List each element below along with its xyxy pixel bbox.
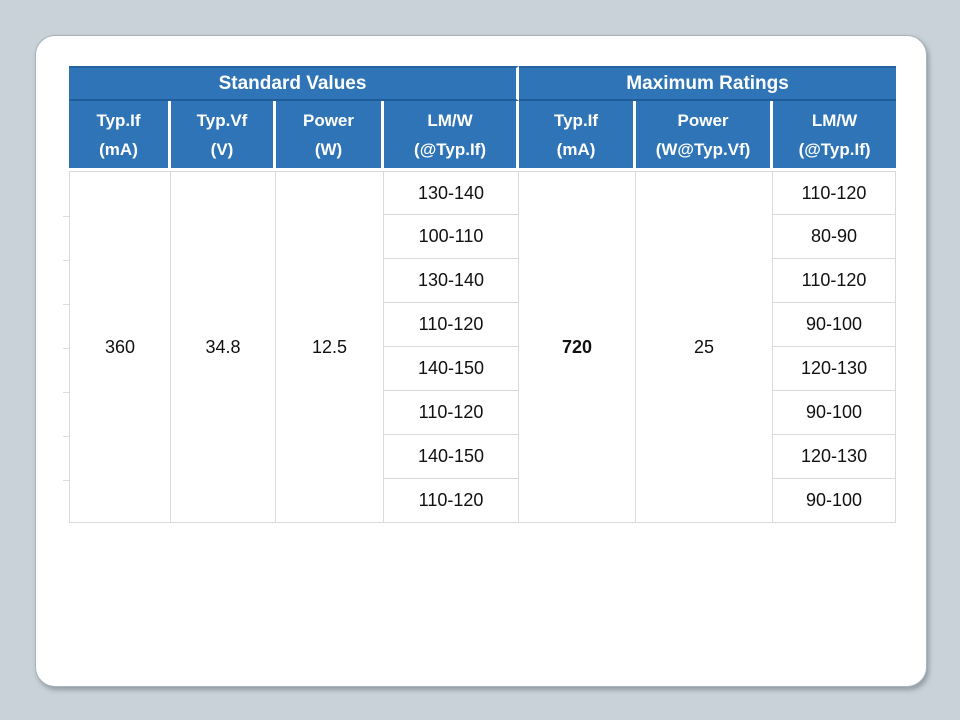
std-lmw-value: 110-120: [384, 391, 520, 435]
col-header-std-power: Power (W): [276, 101, 384, 171]
std-power-value: 12.5: [276, 171, 384, 523]
table-row: 100-110 80-90: [69, 215, 897, 259]
col-header-title: LM/W: [427, 110, 473, 130]
col-header-unit: (W@Typ.Vf): [655, 139, 751, 159]
table-row: 360 34.8 12.5 130-140 720 25 110-120: [69, 171, 897, 523]
row-divider-ticks: [63, 173, 69, 523]
content-card: Standard Values Maximum Ratings Typ.If (…: [35, 35, 927, 687]
col-header-std-typ-if: Typ.If (mA): [69, 101, 171, 171]
std-lmw-value: 130-140: [384, 171, 520, 215]
std-lmw-value: 110-120: [384, 303, 520, 347]
table-row: 110-120 90-100: [69, 303, 897, 347]
std-lmw-value: 130-140: [384, 259, 520, 303]
max-lmw-value: 90-100: [773, 391, 897, 435]
col-header-unit: (@Typ.If): [414, 139, 486, 159]
col-header-unit: (mA): [556, 139, 596, 159]
col-header-unit: (V): [210, 139, 234, 159]
max-lmw-value: 110-120: [773, 171, 897, 215]
spec-table: Standard Values Maximum Ratings Typ.If (…: [69, 66, 897, 523]
group-header-standard-values: Standard Values: [69, 66, 520, 101]
std-typ-if-value: 360: [69, 171, 171, 523]
column-header-row: Typ.If (mA) Typ.Vf (V) Power (W) LM/W (@…: [69, 101, 897, 171]
col-header-title: Power: [302, 110, 355, 130]
col-header-unit: (mA): [99, 139, 138, 159]
std-lmw-value: 140-150: [384, 435, 520, 479]
col-header-title: Power: [677, 110, 729, 130]
std-typ-vf-value: 34.8: [171, 171, 276, 523]
table-row: 110-120 90-100: [69, 479, 897, 523]
max-lmw-value: 90-100: [773, 479, 897, 523]
spec-table-container: Standard Values Maximum Ratings Typ.If (…: [63, 66, 897, 523]
std-lmw-value: 140-150: [384, 347, 520, 391]
max-lmw-value: 80-90: [773, 215, 897, 259]
col-header-title: Typ.If: [96, 110, 141, 130]
max-power-value: 25: [636, 171, 774, 523]
col-header-std-lmw: LM/W (@Typ.If): [384, 101, 520, 171]
col-header-max-lmw: LM/W (@Typ.If): [773, 101, 897, 171]
col-header-max-power: Power (W@Typ.Vf): [636, 101, 774, 171]
table-row: 130-140 110-120: [69, 259, 897, 303]
max-lmw-value: 90-100: [773, 303, 897, 347]
col-header-std-typ-vf: Typ.Vf (V): [171, 101, 276, 171]
col-header-title: Typ.If: [553, 110, 599, 130]
std-lmw-value: 100-110: [384, 215, 520, 259]
group-header-maximum-ratings: Maximum Ratings: [519, 66, 897, 101]
col-header-max-typ-if: Typ.If (mA): [519, 101, 637, 171]
max-typ-if-value: 720: [519, 171, 637, 523]
table-row: 140-150 120-130: [69, 347, 897, 391]
table-row: 140-150 120-130: [69, 435, 897, 479]
table-row: 110-120 90-100: [69, 391, 897, 435]
col-header-unit: (@Typ.If): [798, 139, 871, 159]
max-lmw-value: 110-120: [773, 259, 897, 303]
group-header-row: Standard Values Maximum Ratings: [69, 66, 897, 101]
max-lmw-value: 120-130: [773, 347, 897, 391]
col-header-title: Typ.Vf: [196, 110, 248, 130]
std-lmw-value: 110-120: [384, 479, 520, 523]
col-header-unit: (W): [314, 139, 343, 159]
max-lmw-value: 120-130: [773, 435, 897, 479]
col-header-title: LM/W: [811, 110, 858, 130]
